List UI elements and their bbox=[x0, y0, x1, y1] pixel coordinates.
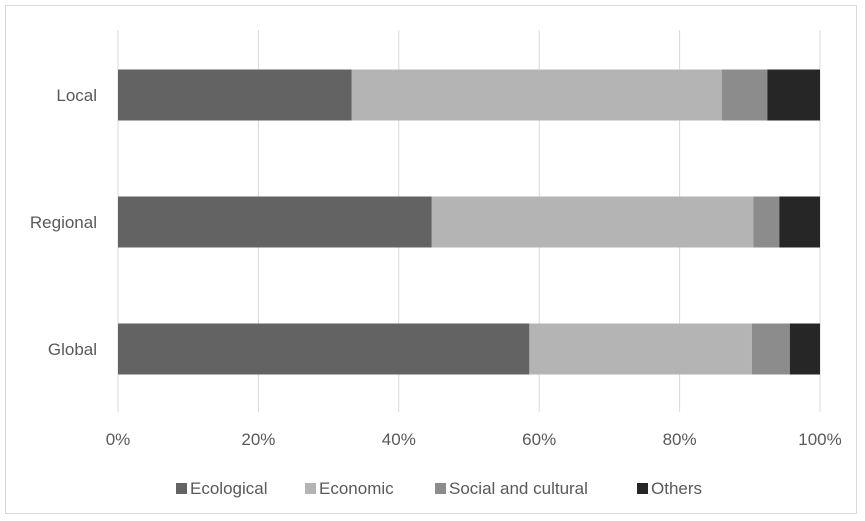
category-label: Local bbox=[56, 86, 97, 105]
bar-segment-others bbox=[789, 323, 820, 375]
legend-swatch bbox=[435, 483, 446, 494]
bar-segment-economic bbox=[351, 69, 722, 121]
legend-swatch bbox=[305, 483, 316, 494]
category-label: Regional bbox=[30, 213, 97, 232]
bar-segment-social-and-cultural bbox=[721, 69, 768, 121]
bar-segment-others bbox=[767, 69, 820, 121]
bar-segment-ecological bbox=[118, 323, 530, 375]
bar-segment-ecological bbox=[118, 196, 432, 248]
legend-label: Ecological bbox=[190, 479, 268, 498]
legend-label: Social and cultural bbox=[449, 479, 588, 498]
bar-segment-economic bbox=[529, 323, 752, 375]
legend-swatch bbox=[176, 483, 187, 494]
bar-segment-others bbox=[779, 196, 820, 248]
x-tick-label: 60% bbox=[522, 430, 556, 449]
legend-swatch bbox=[637, 483, 648, 494]
bar-segment-ecological bbox=[118, 69, 352, 121]
bar-segment-social-and-cultural bbox=[751, 323, 790, 375]
category-label: Global bbox=[48, 340, 97, 359]
x-tick-label: 80% bbox=[663, 430, 697, 449]
bar-segment-economic bbox=[431, 196, 754, 248]
bar-segment-social-and-cultural bbox=[753, 196, 780, 248]
legend-label: Economic bbox=[319, 479, 394, 498]
x-tick-label: 20% bbox=[241, 430, 275, 449]
legend-label: Others bbox=[651, 479, 702, 498]
x-tick-label: 40% bbox=[382, 430, 416, 449]
x-tick-label: 0% bbox=[106, 430, 131, 449]
x-tick-label: 100% bbox=[798, 430, 841, 449]
